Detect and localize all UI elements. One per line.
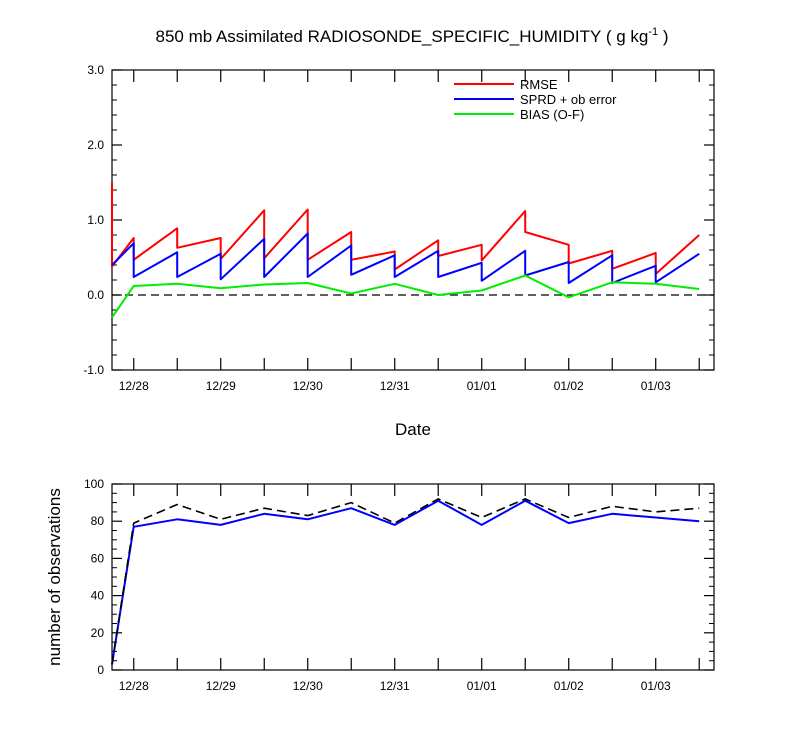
y-axis-title: number of observations: [45, 488, 64, 666]
y-tick-label: 0.0: [87, 288, 104, 302]
y-tick-label: 0: [97, 663, 104, 677]
y-tick-label: 100: [84, 477, 104, 491]
x-tick-label: 12/29: [206, 679, 236, 693]
chart-title: 850 mb Assimilated RADIOSONDE_SPECIFIC_H…: [155, 26, 668, 46]
plot-frame: [111, 483, 715, 671]
y-tick-label: 1.0: [87, 213, 104, 227]
x-tick-label: 01/01: [467, 379, 497, 393]
y-tick-label: 80: [91, 514, 105, 528]
x-tick-label: 01/01: [467, 679, 497, 693]
x-tick-label: 01/02: [554, 379, 584, 393]
y-tick-label: 40: [91, 589, 105, 603]
x-tick-label: 12/28: [119, 379, 149, 393]
x-tick-label: 12/31: [380, 379, 410, 393]
y-tick-label: 3.0: [87, 63, 104, 77]
series-line-rmse: [111, 182, 700, 275]
x-tick-label: 01/03: [641, 379, 671, 393]
x-tick-label: 12/29: [206, 379, 236, 393]
series-line-bias-o-f: [111, 274, 700, 319]
x-tick-label: 12/30: [293, 679, 323, 693]
series-line-total: [111, 498, 700, 665]
x-tick-label: 01/03: [641, 679, 671, 693]
series-line-assimilated: [111, 499, 700, 665]
x-tick-label: 12/30: [293, 379, 323, 393]
legend-label: SPRD + ob error: [520, 92, 617, 107]
x-tick-label: 12/31: [380, 679, 410, 693]
x-tick-label: 01/02: [554, 679, 584, 693]
y-tick-label: 2.0: [87, 138, 104, 152]
legend-label: RMSE: [520, 77, 558, 92]
x-tick-label: 12/28: [119, 679, 149, 693]
x-axis-title: Date: [395, 420, 431, 439]
plot-frame: [111, 69, 715, 371]
y-tick-label: 20: [91, 626, 105, 640]
y-tick-label: -1.0: [83, 363, 104, 377]
series-line-sprd-ob-error: [111, 232, 700, 284]
bottom-plot: 0 20 40 60 80 100 12/28 12/29 12/30 12/31 01/01 01/…: [45, 477, 715, 693]
top-plot: -1.0 0.0 1.0 2.0 3.0 12/28 12/29 12/30 12/31 01/0…: [83, 63, 715, 439]
legend-label: BIAS (O-F): [520, 107, 584, 122]
y-tick-label: 60: [91, 551, 105, 565]
